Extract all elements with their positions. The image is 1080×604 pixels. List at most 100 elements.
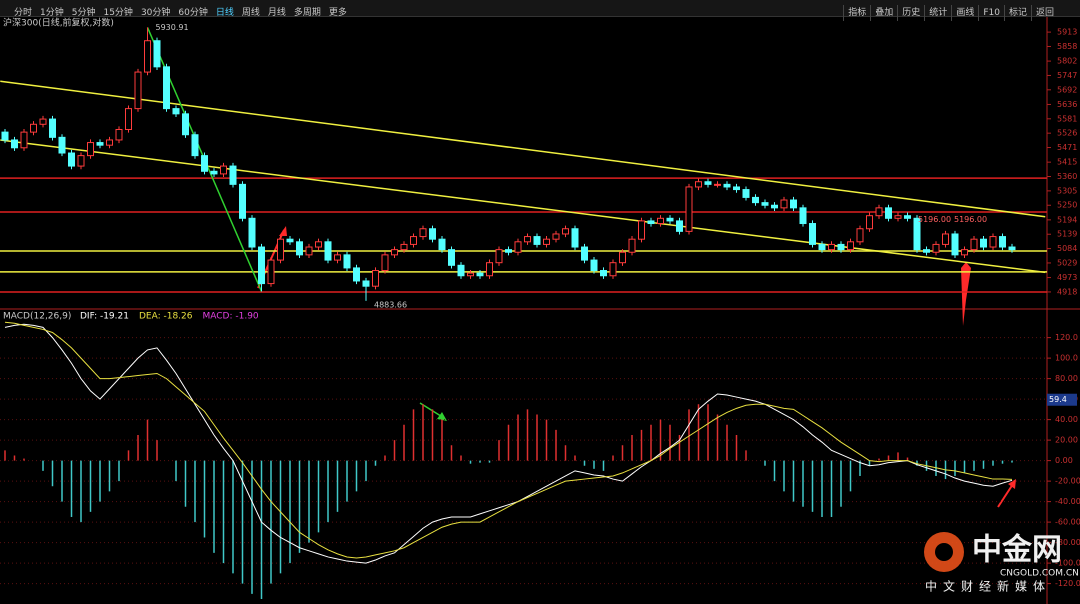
candle-body bbox=[438, 238, 446, 251]
candle-body bbox=[647, 220, 655, 225]
watermark: 中金网 CNGOLD.COM.CN 中文财经新媒体 bbox=[924, 532, 1079, 594]
candle-body bbox=[752, 196, 759, 204]
cursor-label: 59.4 bbox=[1049, 395, 1067, 404]
candle-body bbox=[39, 118, 47, 125]
candle-body bbox=[904, 215, 911, 219]
tool-button[interactable]: 统计 bbox=[924, 5, 951, 21]
tool-button[interactable]: 历史 bbox=[897, 5, 924, 21]
candle-body bbox=[638, 220, 645, 240]
candle-body bbox=[600, 270, 607, 277]
candle-body bbox=[419, 228, 427, 238]
period-tab[interactable]: 多周期 bbox=[293, 8, 321, 18]
candle-body bbox=[457, 264, 465, 277]
tool-button[interactable]: 返回 bbox=[1030, 5, 1058, 21]
period-tab[interactable]: 15分钟 bbox=[103, 8, 133, 18]
candle-body bbox=[429, 228, 436, 240]
y-tick-label: 5360 bbox=[1057, 172, 1077, 181]
candle-body bbox=[20, 131, 28, 149]
candle-body bbox=[11, 139, 18, 149]
candle-body bbox=[771, 204, 778, 209]
y-tick-label: 5029 bbox=[1057, 258, 1077, 267]
period-tab[interactable]: 60分钟 bbox=[178, 8, 208, 18]
arrow bbox=[997, 483, 1014, 508]
candle-body bbox=[106, 139, 113, 146]
macd-line bbox=[4, 323, 1013, 564]
y-tick-label: 5194 bbox=[1057, 215, 1077, 224]
toolbar: 分时 1分钟 5分钟 15分钟 30分钟 60分钟 日线 周线 月线 多周期 更多 指标 叠加 历史 统计… bbox=[0, 0, 1080, 21]
candle-body bbox=[210, 170, 218, 175]
period-tab[interactable]: 分时 bbox=[14, 8, 33, 18]
candle-body bbox=[115, 129, 123, 141]
candle-body bbox=[410, 236, 417, 245]
candle-body bbox=[153, 40, 161, 68]
period-tab[interactable]: 周线 bbox=[241, 8, 260, 18]
period-tab[interactable]: 日线 bbox=[215, 8, 234, 18]
candle-body bbox=[1008, 246, 1016, 251]
candle-body bbox=[201, 155, 208, 172]
y-tick-label: 5471 bbox=[1057, 143, 1077, 152]
period-tab[interactable]: 更多 bbox=[328, 8, 347, 18]
candle-body bbox=[894, 215, 902, 219]
y-tick-label: 5250 bbox=[1057, 201, 1077, 210]
candle-body bbox=[562, 228, 569, 235]
tool-button[interactable]: 画线 bbox=[951, 5, 978, 21]
price-label: 5196.00 bbox=[918, 215, 951, 224]
candle-body bbox=[305, 246, 313, 256]
candle-body bbox=[277, 238, 284, 261]
tool-button[interactable]: 叠加 bbox=[870, 5, 897, 21]
period-tab[interactable]: 1分钟 bbox=[40, 8, 64, 18]
y-tick-label: 5858 bbox=[1057, 42, 1077, 51]
candle-body bbox=[134, 71, 142, 110]
period-tab[interactable]: 5分钟 bbox=[71, 8, 96, 18]
tool-button[interactable]: 指标 bbox=[843, 5, 870, 21]
candle-body bbox=[248, 217, 256, 248]
candle-body bbox=[856, 228, 864, 243]
y-tick-label: 5636 bbox=[1057, 100, 1077, 109]
y-tick-label: -40.00 bbox=[1055, 497, 1080, 506]
candle-body bbox=[296, 241, 303, 256]
period-tab[interactable]: 30分钟 bbox=[140, 8, 171, 18]
candle-body bbox=[989, 236, 997, 248]
candle-body bbox=[723, 183, 731, 188]
y-tick-label: 5084 bbox=[1057, 244, 1077, 253]
legend-entry: MACD: -1.90 bbox=[203, 312, 259, 322]
candle-body bbox=[49, 118, 56, 138]
candle-body bbox=[400, 243, 408, 251]
wm-brand: 中金网 bbox=[972, 533, 1062, 568]
candle-body bbox=[628, 238, 636, 253]
candle-body bbox=[239, 183, 246, 219]
tool-button[interactable]: F10 bbox=[978, 5, 1004, 21]
low-label: 4883.66 bbox=[374, 300, 407, 309]
tool-button[interactable]: 标记 bbox=[1003, 5, 1031, 21]
y-tick-label: -120.0 bbox=[1055, 579, 1080, 588]
candle-body bbox=[866, 215, 873, 230]
period-tab[interactable]: 月线 bbox=[267, 8, 286, 18]
candle-body bbox=[657, 217, 664, 225]
candle-body bbox=[828, 243, 835, 251]
macd-title: MACD(12,26,9) bbox=[3, 312, 71, 322]
candle-body bbox=[191, 134, 199, 157]
logo-inner bbox=[935, 543, 953, 561]
candle-body bbox=[144, 40, 151, 73]
candle-body bbox=[486, 262, 493, 277]
macd-line bbox=[4, 321, 1013, 559]
candle-body bbox=[58, 136, 66, 154]
candle-body bbox=[495, 249, 503, 264]
candle-body bbox=[77, 155, 85, 167]
candle-body bbox=[182, 113, 189, 136]
candle-body bbox=[761, 202, 769, 206]
candle-body bbox=[505, 249, 512, 253]
arrow-head bbox=[437, 412, 447, 421]
candle-body bbox=[799, 207, 807, 225]
candle-body bbox=[666, 217, 674, 222]
candle-body bbox=[742, 189, 750, 198]
y-tick-label: 100.0 bbox=[1055, 354, 1078, 363]
legend-entry: DIF: -19.21 bbox=[80, 312, 129, 322]
y-tick-label: 5526 bbox=[1057, 129, 1077, 138]
candle-body bbox=[837, 243, 845, 251]
candle-body bbox=[267, 259, 275, 285]
y-tick-label: 120.0 bbox=[1055, 333, 1078, 342]
